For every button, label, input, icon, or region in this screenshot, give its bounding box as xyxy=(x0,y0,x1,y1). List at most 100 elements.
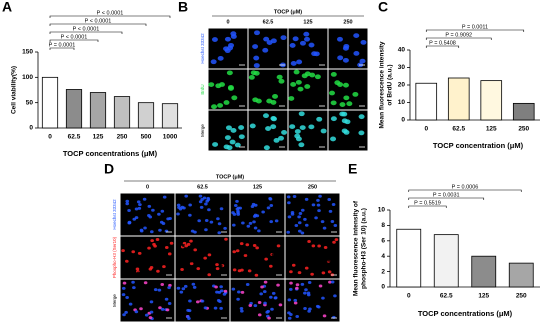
nucleus xyxy=(253,63,260,68)
nucleus xyxy=(257,300,262,304)
nucleus xyxy=(289,43,296,48)
nucleus xyxy=(241,221,245,225)
nucleus xyxy=(197,219,201,223)
nucleus xyxy=(167,286,171,290)
nucleus xyxy=(219,306,223,310)
nucleus xyxy=(300,231,305,235)
nucleus xyxy=(227,86,234,91)
nucleus xyxy=(260,285,264,289)
micrograph xyxy=(288,69,328,110)
nucleus xyxy=(343,129,350,135)
micrograph xyxy=(285,193,340,236)
micrograph xyxy=(328,28,368,69)
nucleus xyxy=(360,39,367,45)
nucleus xyxy=(217,103,224,108)
y-tick-label: 0 xyxy=(381,284,385,291)
nucleus xyxy=(203,306,208,310)
nucleus xyxy=(204,218,209,222)
nucleus xyxy=(156,269,160,273)
nucleus xyxy=(160,307,165,311)
nucleus xyxy=(232,223,236,227)
nucleus xyxy=(212,243,216,247)
nucleus xyxy=(204,202,208,206)
y-axis-label: phospho-H3 (Ser 10) (a.u.) xyxy=(361,208,368,289)
y-tick-label: 8 xyxy=(381,222,385,229)
nucleus xyxy=(202,262,207,266)
y-tick-label: 10 xyxy=(378,207,386,214)
bar xyxy=(447,77,470,121)
row-label: Phospho-H3 (Ser10) xyxy=(112,236,117,278)
nucleus xyxy=(288,96,295,101)
panel-letter: D xyxy=(104,161,114,177)
nucleus xyxy=(149,310,154,314)
nucleus xyxy=(304,84,311,89)
x-tick-label: 62.5 xyxy=(452,126,465,133)
nucleus xyxy=(317,244,321,248)
nucleus xyxy=(269,264,273,268)
nucleus xyxy=(196,267,201,271)
nucleus xyxy=(287,215,292,219)
nucleus xyxy=(293,255,298,259)
x-tick-label: 250 xyxy=(516,293,527,300)
nucleus xyxy=(149,300,154,304)
nucleus xyxy=(293,69,300,75)
nucleus xyxy=(323,246,328,250)
nucleus xyxy=(327,270,332,274)
nucleus xyxy=(280,35,287,41)
p-value: P = 0.5408 xyxy=(429,40,456,46)
nucleus xyxy=(286,230,290,234)
nucleus xyxy=(276,283,280,287)
nucleus xyxy=(289,124,296,130)
nucleus xyxy=(266,40,273,45)
nucleus xyxy=(236,206,241,210)
nucleus xyxy=(276,244,281,248)
nucleus xyxy=(211,37,218,42)
nucleus xyxy=(298,111,305,117)
nucleus xyxy=(254,273,259,277)
p-value: P = 0.0001 xyxy=(49,42,76,48)
y-tick-label: 0 xyxy=(29,125,33,132)
nucleus xyxy=(304,266,309,270)
significance-bracket xyxy=(49,15,171,18)
nucleus xyxy=(266,247,271,251)
nucleus xyxy=(330,116,337,122)
nucleus xyxy=(257,313,262,317)
nucleus xyxy=(271,116,278,122)
nucleus xyxy=(330,136,337,142)
bar xyxy=(433,234,459,288)
nucleus xyxy=(332,240,336,244)
nucleus xyxy=(248,221,253,225)
y-axis-label: Mean fluorescence intensity of xyxy=(353,200,360,296)
nucleus xyxy=(245,261,250,265)
nucleus xyxy=(219,207,224,211)
nucleus xyxy=(301,73,308,79)
nucleus xyxy=(160,283,165,287)
nucleus xyxy=(318,284,323,288)
nucleus xyxy=(233,204,238,208)
nucleus xyxy=(300,282,305,286)
nucleus xyxy=(336,36,343,42)
x-tick-label: 62.5 xyxy=(68,134,81,141)
nucleus xyxy=(320,241,324,245)
nucleus xyxy=(223,289,228,293)
nucleus xyxy=(292,194,297,198)
nucleus xyxy=(235,249,240,253)
nucleus xyxy=(307,309,311,313)
nucleus xyxy=(203,256,207,260)
nucleus xyxy=(290,82,297,87)
nucleus xyxy=(267,316,271,320)
nucleus xyxy=(240,268,244,272)
nucleus xyxy=(245,272,250,276)
nucleus xyxy=(230,128,237,133)
nucleus xyxy=(342,57,349,63)
nucleus xyxy=(128,302,133,306)
x-tick-label: 1000 xyxy=(163,134,178,141)
nucleus xyxy=(184,244,189,248)
nucleus xyxy=(263,145,270,151)
nucleus xyxy=(131,250,136,254)
nucleus xyxy=(253,30,260,36)
nucleus xyxy=(136,200,141,204)
micrograph xyxy=(230,193,285,236)
nucleus xyxy=(151,208,155,212)
nucleus xyxy=(239,306,244,310)
